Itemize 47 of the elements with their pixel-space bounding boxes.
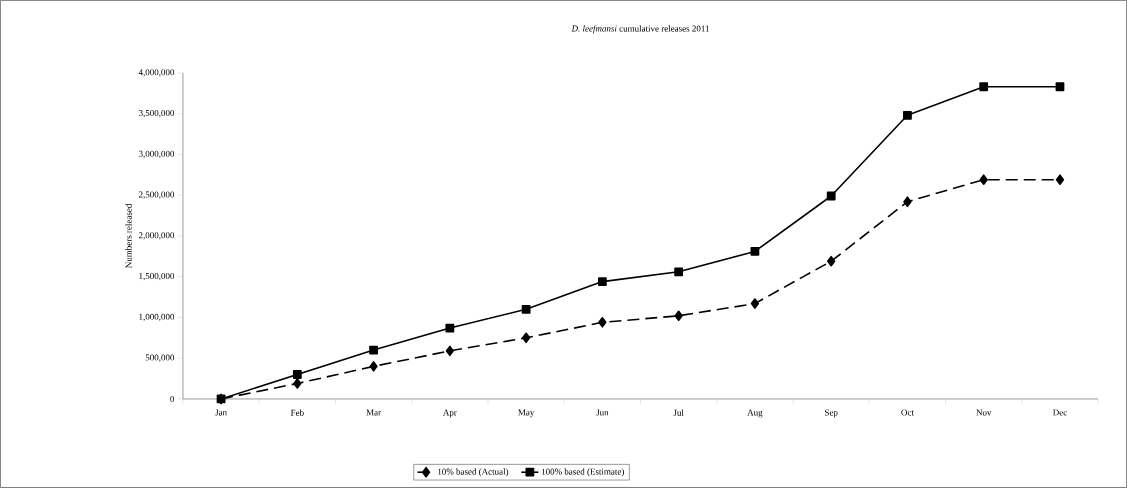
point xyxy=(292,370,302,379)
y-tick-label: 1,500,000 xyxy=(139,273,175,281)
point xyxy=(369,361,378,372)
y-tick-label: 500,000 xyxy=(145,354,175,362)
x-tick-label: Aug xyxy=(747,409,763,418)
y-tick-label: 3,000,000 xyxy=(138,150,175,159)
point xyxy=(827,255,836,267)
y-tick-label: 2,000,000 xyxy=(138,232,175,240)
x-tick-label: Jan xyxy=(215,409,227,416)
chart-title: D. leefmansi cumulative releases 2011 xyxy=(571,25,709,34)
point xyxy=(445,323,455,333)
point xyxy=(674,267,684,277)
point xyxy=(521,304,531,314)
point xyxy=(293,378,302,389)
y-tick-label: 2,500,000 xyxy=(138,191,175,199)
x-tick-label: Oct xyxy=(901,409,914,416)
x-tick-label: Mar xyxy=(366,409,381,416)
y-axis-title: Numbers released xyxy=(125,203,132,268)
point xyxy=(903,110,912,120)
legend-label: 100% based (Estimate) xyxy=(541,468,624,477)
x-tick-label: Jun xyxy=(596,409,609,416)
x-tick-label: May xyxy=(518,409,535,418)
point xyxy=(445,345,455,357)
point xyxy=(521,332,531,344)
point xyxy=(903,196,912,208)
y-tick-label: 3,500,000 xyxy=(138,110,175,118)
point xyxy=(979,82,989,92)
point xyxy=(674,310,683,322)
x-tick-label: Feb xyxy=(290,409,304,416)
point xyxy=(598,317,607,328)
x-tick-label: Jul xyxy=(673,409,684,416)
y-tick-label: 4,000,000 xyxy=(138,69,175,77)
point xyxy=(1055,82,1065,92)
point xyxy=(369,345,378,355)
point xyxy=(750,247,760,256)
x-tick-label: Apr xyxy=(442,409,457,418)
x-tick-label: Nov xyxy=(976,409,992,416)
legend-label: 10% based (Actual) xyxy=(438,468,509,477)
point xyxy=(979,174,988,186)
x-tick-label: Sep xyxy=(825,409,838,418)
point xyxy=(597,277,607,287)
point xyxy=(826,191,836,201)
y-tick-label: 0 xyxy=(170,395,175,403)
point xyxy=(750,298,760,309)
y-tick-label: 1,000,000 xyxy=(139,313,175,322)
x-tick-label: Dec xyxy=(1053,409,1067,416)
point xyxy=(1055,174,1065,186)
